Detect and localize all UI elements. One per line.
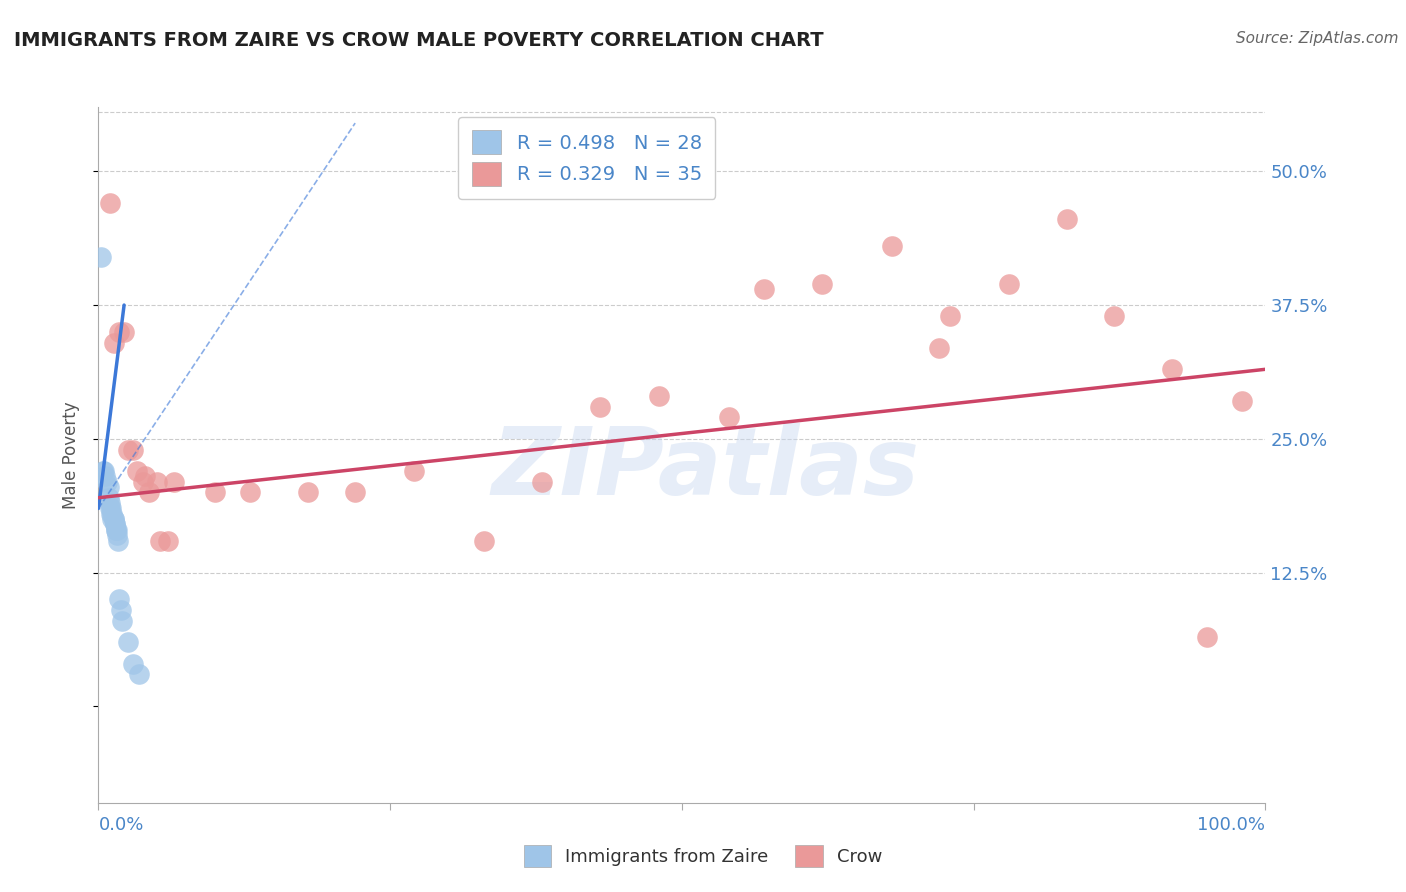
Point bbox=[101, 512, 124, 526]
Legend: Immigrants from Zaire, Crow: Immigrants from Zaire, Crow bbox=[516, 838, 890, 874]
Point bbox=[146, 475, 169, 489]
Point bbox=[138, 485, 160, 500]
Point bbox=[647, 389, 669, 403]
Point bbox=[1161, 362, 1184, 376]
Point bbox=[103, 512, 125, 526]
Point bbox=[122, 657, 145, 671]
Point bbox=[752, 282, 775, 296]
Point bbox=[108, 325, 131, 339]
Text: 100.0%: 100.0% bbox=[1198, 815, 1265, 834]
Point bbox=[98, 501, 121, 516]
Point bbox=[1195, 630, 1218, 644]
Text: IMMIGRANTS FROM ZAIRE VS CROW MALE POVERTY CORRELATION CHART: IMMIGRANTS FROM ZAIRE VS CROW MALE POVER… bbox=[14, 31, 824, 50]
Point bbox=[108, 592, 131, 607]
Text: 0.0%: 0.0% bbox=[98, 815, 143, 834]
Point bbox=[97, 491, 120, 505]
Point bbox=[297, 485, 319, 500]
Point bbox=[96, 475, 118, 489]
Point bbox=[104, 517, 127, 532]
Text: Source: ZipAtlas.com: Source: ZipAtlas.com bbox=[1236, 31, 1399, 46]
Point bbox=[111, 614, 134, 628]
Point bbox=[157, 533, 180, 548]
Point bbox=[112, 325, 135, 339]
Legend: R = 0.498   N = 28, R = 0.329   N = 35: R = 0.498 N = 28, R = 0.329 N = 35 bbox=[458, 117, 716, 199]
Point bbox=[128, 667, 150, 681]
Point bbox=[928, 341, 950, 355]
Point bbox=[101, 507, 124, 521]
Point bbox=[117, 442, 139, 457]
Point bbox=[97, 480, 120, 494]
Point bbox=[104, 517, 127, 532]
Point bbox=[110, 603, 132, 617]
Point bbox=[163, 475, 186, 489]
Point bbox=[811, 277, 834, 291]
Point bbox=[149, 533, 172, 548]
Point bbox=[204, 485, 226, 500]
Point bbox=[589, 400, 612, 414]
Point bbox=[134, 469, 156, 483]
Point bbox=[94, 469, 117, 483]
Point bbox=[98, 196, 121, 211]
Point bbox=[100, 501, 122, 516]
Point bbox=[122, 442, 145, 457]
Point bbox=[472, 533, 495, 548]
Point bbox=[105, 523, 128, 537]
Point bbox=[103, 335, 125, 350]
Point bbox=[104, 523, 127, 537]
Point bbox=[344, 485, 367, 500]
Point bbox=[1056, 212, 1078, 227]
Point bbox=[939, 309, 962, 323]
Point bbox=[105, 528, 128, 542]
Point bbox=[90, 250, 112, 264]
Point bbox=[1102, 309, 1125, 323]
Point bbox=[1230, 394, 1253, 409]
Point bbox=[997, 277, 1019, 291]
Point bbox=[402, 464, 425, 478]
Point bbox=[125, 464, 148, 478]
Point bbox=[239, 485, 262, 500]
Point bbox=[530, 475, 553, 489]
Point bbox=[98, 496, 121, 510]
Point bbox=[132, 475, 155, 489]
Point bbox=[91, 464, 114, 478]
Point bbox=[880, 239, 903, 253]
Point bbox=[103, 512, 125, 526]
Y-axis label: Male Poverty: Male Poverty bbox=[62, 401, 80, 508]
Point bbox=[93, 464, 115, 478]
Text: ZIPatlas: ZIPatlas bbox=[491, 423, 920, 515]
Point bbox=[117, 635, 139, 649]
Point bbox=[107, 533, 129, 548]
Point bbox=[100, 507, 122, 521]
Point bbox=[717, 410, 740, 425]
Point bbox=[104, 523, 127, 537]
